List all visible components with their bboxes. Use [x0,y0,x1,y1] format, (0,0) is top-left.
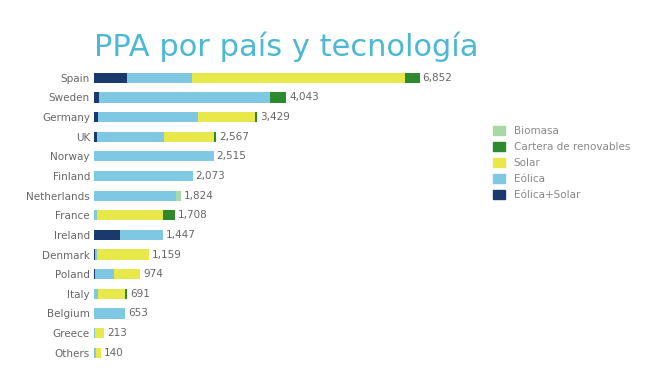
Legend: Biomasa, Cartera de renovables, Solar, Eólica, Eólica+Solar: Biomasa, Cartera de renovables, Solar, E… [493,126,630,200]
Text: 6,852: 6,852 [423,73,452,83]
Bar [120,230,163,240]
Bar [94,308,125,318]
Bar [128,73,192,83]
Text: 691: 691 [130,289,150,299]
Text: PPA por país y tecnología: PPA por país y tecnología [94,31,478,62]
Text: 2,567: 2,567 [219,132,249,142]
Bar [94,73,128,83]
Bar [94,348,97,358]
Text: 2,515: 2,515 [216,151,247,161]
Bar [98,289,124,299]
Bar [163,210,175,220]
Bar [99,92,269,103]
Bar [95,210,97,220]
Bar [94,151,214,161]
Bar [94,190,176,201]
Bar [95,328,104,338]
Text: 1,447: 1,447 [166,230,196,240]
Bar [94,92,99,103]
Bar [192,73,405,83]
Bar [97,348,101,358]
Text: 1,824: 1,824 [183,190,214,201]
Bar [97,210,163,220]
Bar [94,230,120,240]
Bar [255,112,257,122]
Text: 653: 653 [128,308,148,318]
Bar [97,250,149,260]
Bar [269,92,286,103]
Bar [95,250,97,260]
Text: 213: 213 [107,328,127,338]
Bar [164,132,214,142]
Bar [114,269,140,279]
Bar [94,289,98,299]
Bar [94,112,98,122]
Bar [214,132,216,142]
Bar [95,269,114,279]
Bar [198,112,255,122]
Bar [94,269,95,279]
Text: 1,708: 1,708 [178,210,208,220]
Text: 4,043: 4,043 [289,92,319,102]
Bar [94,132,97,142]
Bar [124,289,127,299]
Bar [98,112,198,122]
Text: 2,073: 2,073 [196,171,225,181]
Text: 140: 140 [103,348,124,358]
Bar [176,190,181,201]
Text: 3,429: 3,429 [260,112,290,122]
Bar [94,171,193,181]
Bar [97,132,164,142]
Text: 1,159: 1,159 [152,250,182,260]
Bar [405,73,420,83]
Text: 974: 974 [143,269,163,279]
